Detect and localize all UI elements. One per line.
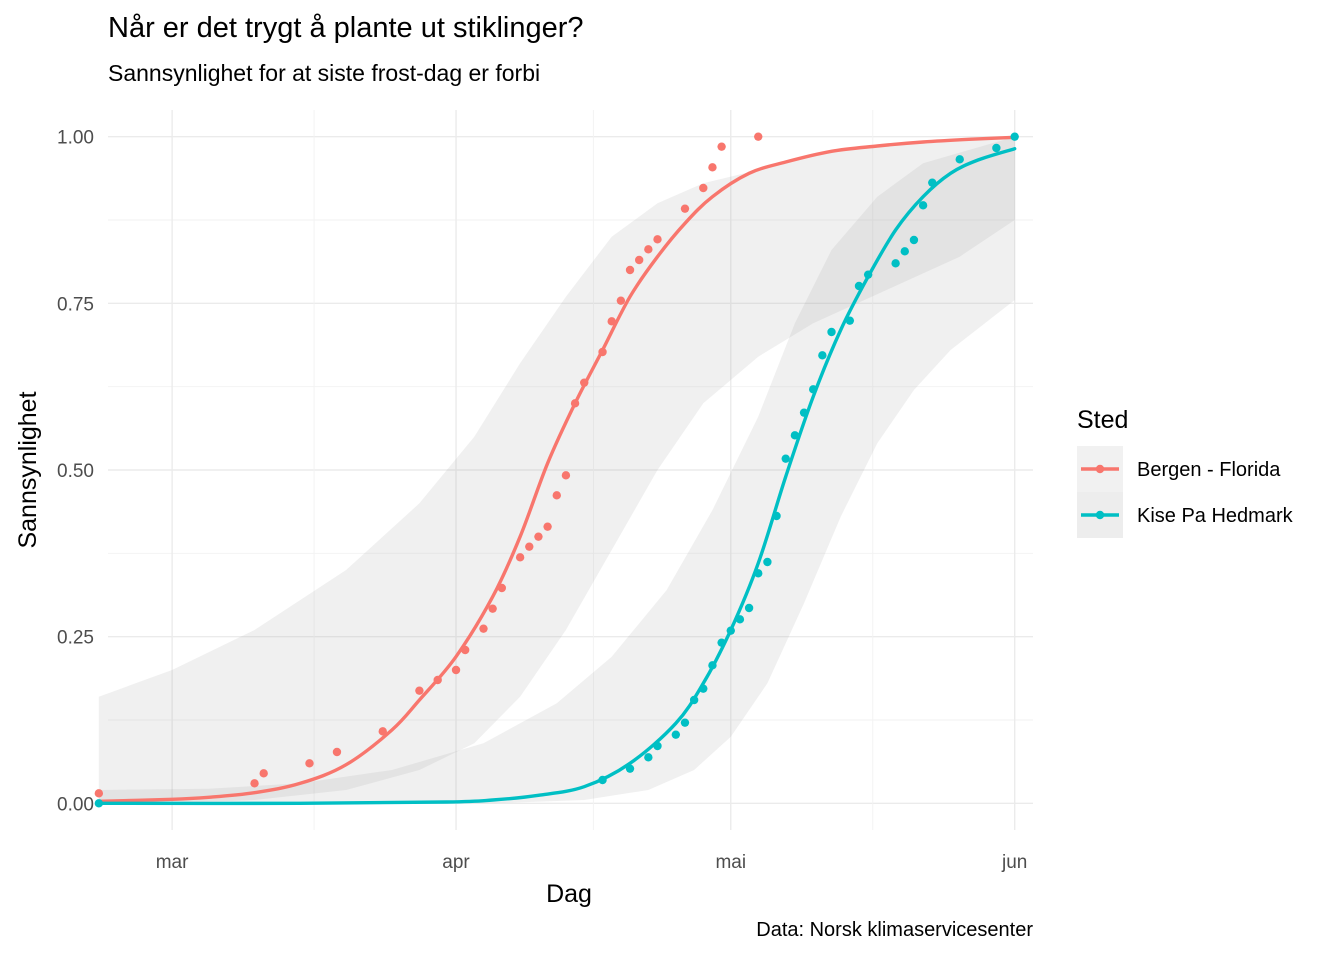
y-tick-label: 0.25 — [57, 628, 94, 649]
confidence-bands — [98, 136, 1015, 804]
data-points — [94, 132, 1019, 808]
data-point — [543, 522, 552, 531]
data-point — [699, 183, 708, 193]
data-point — [570, 399, 580, 408]
data-point — [561, 471, 571, 480]
data-point — [891, 259, 900, 268]
data-point — [854, 281, 864, 291]
data-point — [818, 351, 827, 360]
data-point — [552, 491, 561, 500]
data-point — [94, 789, 104, 798]
data-point — [790, 431, 800, 440]
chart-caption: Data: Norsk klimaservicesenter — [756, 919, 1033, 941]
data-point — [808, 385, 818, 394]
y-tick-label: 0.50 — [57, 461, 94, 482]
data-point — [625, 265, 635, 275]
data-point — [534, 532, 543, 541]
data-point — [754, 132, 763, 141]
data-point — [497, 583, 507, 593]
data-point — [735, 615, 745, 624]
legend-title: Sted — [1077, 406, 1128, 434]
data-point — [955, 155, 964, 164]
data-point — [634, 255, 644, 265]
confidence-band — [98, 136, 1015, 804]
legend: Sted Bergen - Florida Kise Pa Hedmark — [1077, 406, 1294, 538]
data-point — [680, 204, 690, 213]
data-point — [689, 695, 699, 705]
chart-subtitle: Sannsynlighet for at siste frost-dag er … — [108, 60, 541, 86]
grid — [108, 110, 1033, 830]
data-point — [616, 296, 626, 305]
fit-line — [97, 135, 1017, 804]
data-point — [433, 675, 442, 685]
data-point — [259, 769, 268, 778]
data-point — [607, 317, 616, 326]
data-point — [918, 201, 928, 210]
data-point — [781, 454, 790, 463]
data-point — [827, 327, 836, 337]
legend-key-point — [1095, 464, 1105, 474]
data-point — [598, 775, 607, 785]
data-point — [305, 759, 314, 768]
data-point — [644, 245, 653, 254]
data-point — [460, 645, 470, 655]
x-axis-ticks: mar apr mai jun — [156, 852, 1028, 873]
chart-title: Når er det trygt å plante ut stiklinger? — [108, 12, 584, 44]
data-point — [717, 142, 726, 151]
data-point — [415, 686, 424, 695]
x-axis-title: Dag — [546, 880, 592, 908]
data-point — [699, 684, 708, 693]
x-tick-label: mai — [715, 852, 746, 873]
data-point — [1010, 132, 1019, 141]
data-point — [332, 747, 342, 757]
data-point — [653, 235, 662, 244]
data-point — [772, 511, 781, 521]
legend-label: Kise Pa Hedmark — [1137, 505, 1294, 527]
x-tick-label: jun — [1001, 852, 1027, 873]
data-point — [479, 624, 488, 633]
fit-line — [97, 147, 1017, 806]
legend-label: Bergen - Florida — [1137, 459, 1281, 481]
data-point — [708, 661, 717, 670]
data-point — [378, 727, 387, 736]
data-point — [708, 163, 717, 172]
legend-key-point — [1095, 510, 1105, 520]
fit-lines — [97, 135, 1017, 806]
data-point — [580, 378, 589, 387]
data-point — [799, 408, 809, 417]
data-point — [992, 143, 1001, 153]
data-point — [451, 665, 461, 675]
data-point — [845, 316, 855, 325]
data-point — [863, 270, 873, 279]
data-point — [250, 779, 259, 788]
data-point — [900, 247, 909, 256]
data-point — [625, 764, 635, 773]
x-tick-label: mar — [156, 852, 189, 873]
data-point — [671, 730, 681, 739]
data-point — [680, 718, 690, 727]
y-axis-ticks: 0.00 0.25 0.50 0.75 1.00 — [57, 128, 94, 816]
data-point — [763, 557, 772, 567]
y-axis-title: Sannsynlighet — [14, 391, 42, 548]
data-point — [94, 799, 104, 808]
data-point — [928, 178, 937, 187]
data-point — [726, 626, 735, 635]
y-tick-label: 1.00 — [57, 128, 94, 149]
data-point — [644, 753, 653, 762]
data-point — [488, 604, 497, 613]
y-tick-label: 0.75 — [57, 294, 94, 315]
confidence-band — [98, 136, 1015, 804]
data-point — [653, 741, 662, 751]
y-tick-label: 0.00 — [57, 794, 94, 815]
data-point — [717, 638, 726, 647]
data-point — [525, 542, 534, 551]
x-tick-label: apr — [442, 852, 470, 873]
data-point — [598, 347, 607, 357]
data-point — [744, 603, 754, 613]
data-point — [754, 569, 763, 578]
data-point — [515, 553, 525, 562]
data-point — [909, 235, 919, 245]
